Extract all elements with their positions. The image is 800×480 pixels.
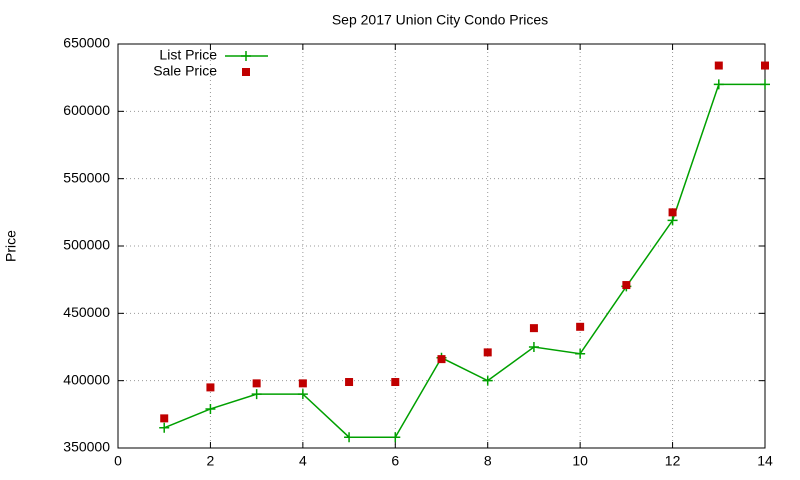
point — [760, 79, 770, 90]
point — [205, 403, 216, 414]
y-tick-label: 400000 — [63, 371, 110, 387]
legend-marker — [242, 68, 250, 76]
legend-label: List Price — [159, 47, 217, 63]
point — [482, 375, 493, 386]
point — [576, 322, 585, 331]
point — [251, 389, 262, 400]
y-tick-label: 500000 — [63, 237, 110, 253]
x-tick-label: 4 — [299, 453, 307, 469]
point — [575, 348, 586, 359]
legend-marker — [241, 51, 251, 61]
series-line — [163, 83, 765, 438]
point — [252, 379, 261, 388]
y-tick-label: 650000 — [63, 35, 110, 51]
x-tick-label: 14 — [757, 453, 773, 469]
y-tick-label: 550000 — [63, 169, 110, 185]
point — [159, 422, 170, 433]
point — [344, 432, 355, 443]
x-tick-label: 12 — [665, 453, 681, 469]
point — [667, 215, 678, 226]
x-tick-label: 6 — [391, 453, 399, 469]
y-tick-label: 600000 — [63, 102, 110, 118]
point — [391, 378, 400, 387]
x-tick-label: 10 — [572, 453, 588, 469]
x-tick-label: 2 — [207, 453, 215, 469]
y-axis-label: Price — [3, 230, 19, 262]
legend-label: Sale Price — [153, 63, 217, 79]
chart-title: Sep 2017 Union City Condo Prices — [332, 12, 548, 28]
plot-frame — [117, 43, 766, 449]
point — [529, 324, 538, 333]
point — [483, 348, 492, 357]
x-tick-label: 0 — [114, 453, 122, 469]
point — [668, 208, 677, 217]
point — [713, 79, 724, 90]
point — [160, 414, 169, 423]
point — [528, 342, 539, 352]
point — [437, 355, 446, 364]
point — [345, 378, 354, 387]
point — [206, 383, 215, 392]
point — [390, 432, 401, 443]
point — [297, 389, 308, 400]
point — [622, 281, 631, 290]
point — [298, 379, 307, 388]
x-tick-label: 8 — [484, 453, 492, 469]
y-tick-label: 450000 — [63, 304, 110, 320]
point — [761, 61, 769, 70]
y-tick-label: 350000 — [63, 439, 110, 455]
point — [714, 61, 723, 70]
